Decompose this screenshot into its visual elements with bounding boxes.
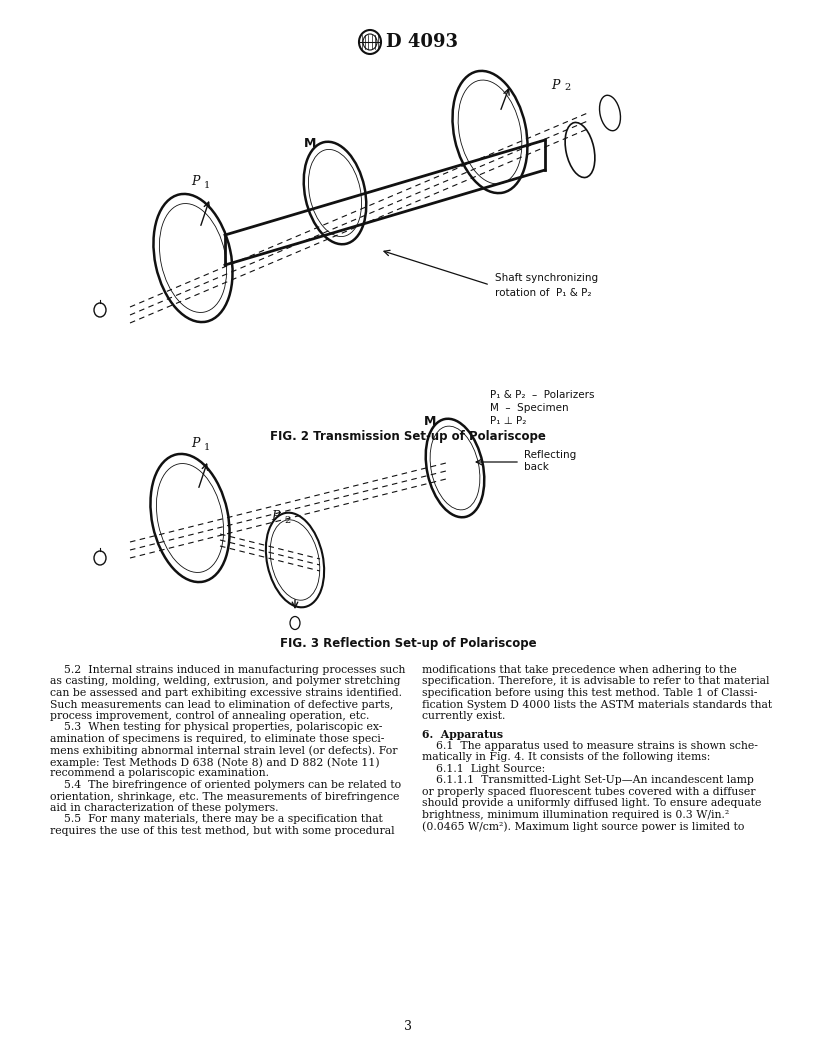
Text: (0.0465 W/cm²). Maximum light source power is limited to: (0.0465 W/cm²). Maximum light source pow… bbox=[422, 822, 744, 832]
Text: Reflecting: Reflecting bbox=[524, 450, 576, 460]
Text: currently exist.: currently exist. bbox=[422, 711, 505, 721]
Text: specification before using this test method. Table 1 of Classi-: specification before using this test met… bbox=[422, 689, 757, 698]
Text: matically in Fig. 4. It consists of the following items:: matically in Fig. 4. It consists of the … bbox=[422, 752, 711, 762]
Text: rotation of  P₁ & P₂: rotation of P₁ & P₂ bbox=[495, 288, 592, 298]
Text: 5.3  When testing for physical properties, polariscopic ex-: 5.3 When testing for physical properties… bbox=[50, 722, 383, 733]
Text: 1: 1 bbox=[204, 181, 211, 190]
Text: 6.1.1  Light Source:: 6.1.1 Light Source: bbox=[422, 763, 545, 774]
Text: amination of specimens is required, to eliminate those speci-: amination of specimens is required, to e… bbox=[50, 734, 384, 744]
Text: Shaft synchronizing: Shaft synchronizing bbox=[495, 274, 598, 283]
Text: M: M bbox=[304, 137, 316, 150]
Text: requires the use of this test method, but with some procedural: requires the use of this test method, bu… bbox=[50, 826, 395, 836]
Text: 5.4  The birefringence of oriented polymers can be related to: 5.4 The birefringence of oriented polyme… bbox=[50, 780, 401, 790]
Text: P: P bbox=[191, 437, 199, 450]
Text: mens exhibiting abnormal internal strain level (or defects). For: mens exhibiting abnormal internal strain… bbox=[50, 746, 397, 756]
Text: recommend a polariscopic examination.: recommend a polariscopic examination. bbox=[50, 769, 269, 778]
Text: P₁ & P₂  –  Polarizers: P₁ & P₂ – Polarizers bbox=[490, 390, 595, 400]
Text: brightness, minimum illumination required is 0.3 W/in.²: brightness, minimum illumination require… bbox=[422, 810, 730, 819]
Text: should provide a uniformly diffused light. To ensure adequate: should provide a uniformly diffused ligh… bbox=[422, 798, 761, 809]
Text: 1: 1 bbox=[204, 444, 211, 452]
Text: P: P bbox=[551, 79, 559, 92]
Text: example: Test Methods D 638 (Note 8) and D 882 (Note 11): example: Test Methods D 638 (Note 8) and… bbox=[50, 757, 379, 768]
Text: or properly spaced fluorescent tubes covered with a diffuser: or properly spaced fluorescent tubes cov… bbox=[422, 787, 756, 797]
Text: 5.5  For many materials, there may be a specification that: 5.5 For many materials, there may be a s… bbox=[50, 814, 383, 825]
Text: D 4093: D 4093 bbox=[386, 33, 458, 51]
Text: M: M bbox=[424, 415, 437, 428]
Text: 5.2  Internal strains induced in manufacturing processes such: 5.2 Internal strains induced in manufact… bbox=[50, 665, 406, 675]
Text: can be assessed and part exhibiting excessive strains identified.: can be assessed and part exhibiting exce… bbox=[50, 689, 402, 698]
Text: modifications that take precedence when adhering to the: modifications that take precedence when … bbox=[422, 665, 737, 675]
Text: 6.1  The apparatus used to measure strains is shown sche-: 6.1 The apparatus used to measure strain… bbox=[422, 741, 758, 751]
Text: process improvement, control of annealing operation, etc.: process improvement, control of annealin… bbox=[50, 711, 370, 721]
Text: 6.1.1.1  Transmitted-Light Set-Up—An incandescent lamp: 6.1.1.1 Transmitted-Light Set-Up—An inca… bbox=[422, 775, 754, 786]
Text: FIG. 2 Transmission Set-up of Polariscope: FIG. 2 Transmission Set-up of Polariscop… bbox=[270, 430, 546, 444]
Text: 3: 3 bbox=[404, 1020, 412, 1033]
Text: P₁ ⊥ P₂: P₁ ⊥ P₂ bbox=[490, 416, 526, 426]
Text: as casting, molding, welding, extrusion, and polymer stretching: as casting, molding, welding, extrusion,… bbox=[50, 677, 401, 686]
Text: back: back bbox=[524, 463, 549, 472]
Text: 6.  Apparatus: 6. Apparatus bbox=[422, 730, 503, 740]
Text: orientation, shrinkage, etc. The measurements of birefringence: orientation, shrinkage, etc. The measure… bbox=[50, 792, 399, 802]
Text: P: P bbox=[191, 175, 199, 188]
Text: fication System D 4000 lists the ASTM materials standards that: fication System D 4000 lists the ASTM ma… bbox=[422, 699, 772, 710]
Text: 2: 2 bbox=[284, 516, 290, 525]
Text: Such measurements can lead to elimination of defective parts,: Such measurements can lead to eliminatio… bbox=[50, 699, 393, 710]
Text: P: P bbox=[271, 510, 279, 523]
Text: aid in characterization of these polymers.: aid in characterization of these polymer… bbox=[50, 803, 278, 813]
Text: FIG. 3 Reflection Set-up of Polariscope: FIG. 3 Reflection Set-up of Polariscope bbox=[280, 637, 536, 650]
Text: specification. Therefore, it is advisable to refer to that material: specification. Therefore, it is advisabl… bbox=[422, 677, 769, 686]
Text: 2: 2 bbox=[564, 83, 570, 92]
Text: M  –  Specimen: M – Specimen bbox=[490, 403, 569, 413]
